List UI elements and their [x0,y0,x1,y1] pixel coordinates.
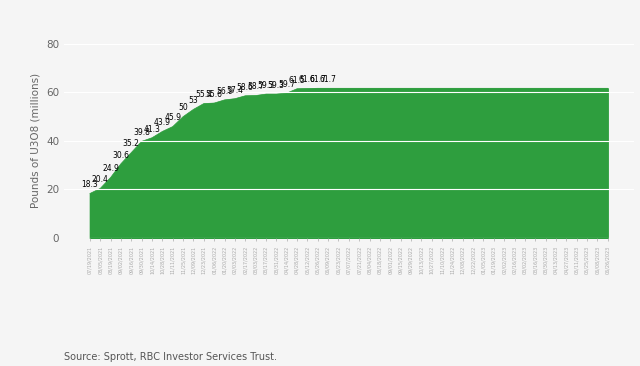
Text: 56.9: 56.9 [216,87,233,96]
Text: 24.9: 24.9 [102,164,119,173]
Text: 61.6: 61.6 [299,75,316,85]
Text: 30.6: 30.6 [113,150,129,160]
Text: 55.4: 55.4 [195,90,212,100]
Y-axis label: Pounds of U3O8 (millions): Pounds of U3O8 (millions) [31,73,40,209]
Text: 39.8: 39.8 [133,128,150,137]
Text: 18.3: 18.3 [81,180,99,189]
Text: Source: Sprott, RBC Investor Services Trust.: Source: Sprott, RBC Investor Services Tr… [64,352,277,362]
Text: 58.6: 58.6 [237,83,253,92]
Text: 58.7: 58.7 [247,82,264,92]
Text: 61.7: 61.7 [319,75,337,84]
Text: 59.3: 59.3 [257,81,275,90]
Text: 55.6: 55.6 [205,90,223,99]
Text: 61.7: 61.7 [309,75,326,84]
Text: 57.4: 57.4 [227,86,243,94]
Text: 20.4: 20.4 [92,175,109,184]
Text: 50: 50 [178,104,188,112]
Text: 59.7: 59.7 [278,80,295,89]
Text: 45.9: 45.9 [164,113,181,123]
Text: 41.3: 41.3 [143,124,161,134]
Text: 59.3: 59.3 [268,81,285,90]
Text: 43.9: 43.9 [154,118,171,127]
Text: 35.2: 35.2 [123,139,140,148]
Text: 61.5: 61.5 [289,76,305,85]
Text: 53: 53 [189,96,198,105]
